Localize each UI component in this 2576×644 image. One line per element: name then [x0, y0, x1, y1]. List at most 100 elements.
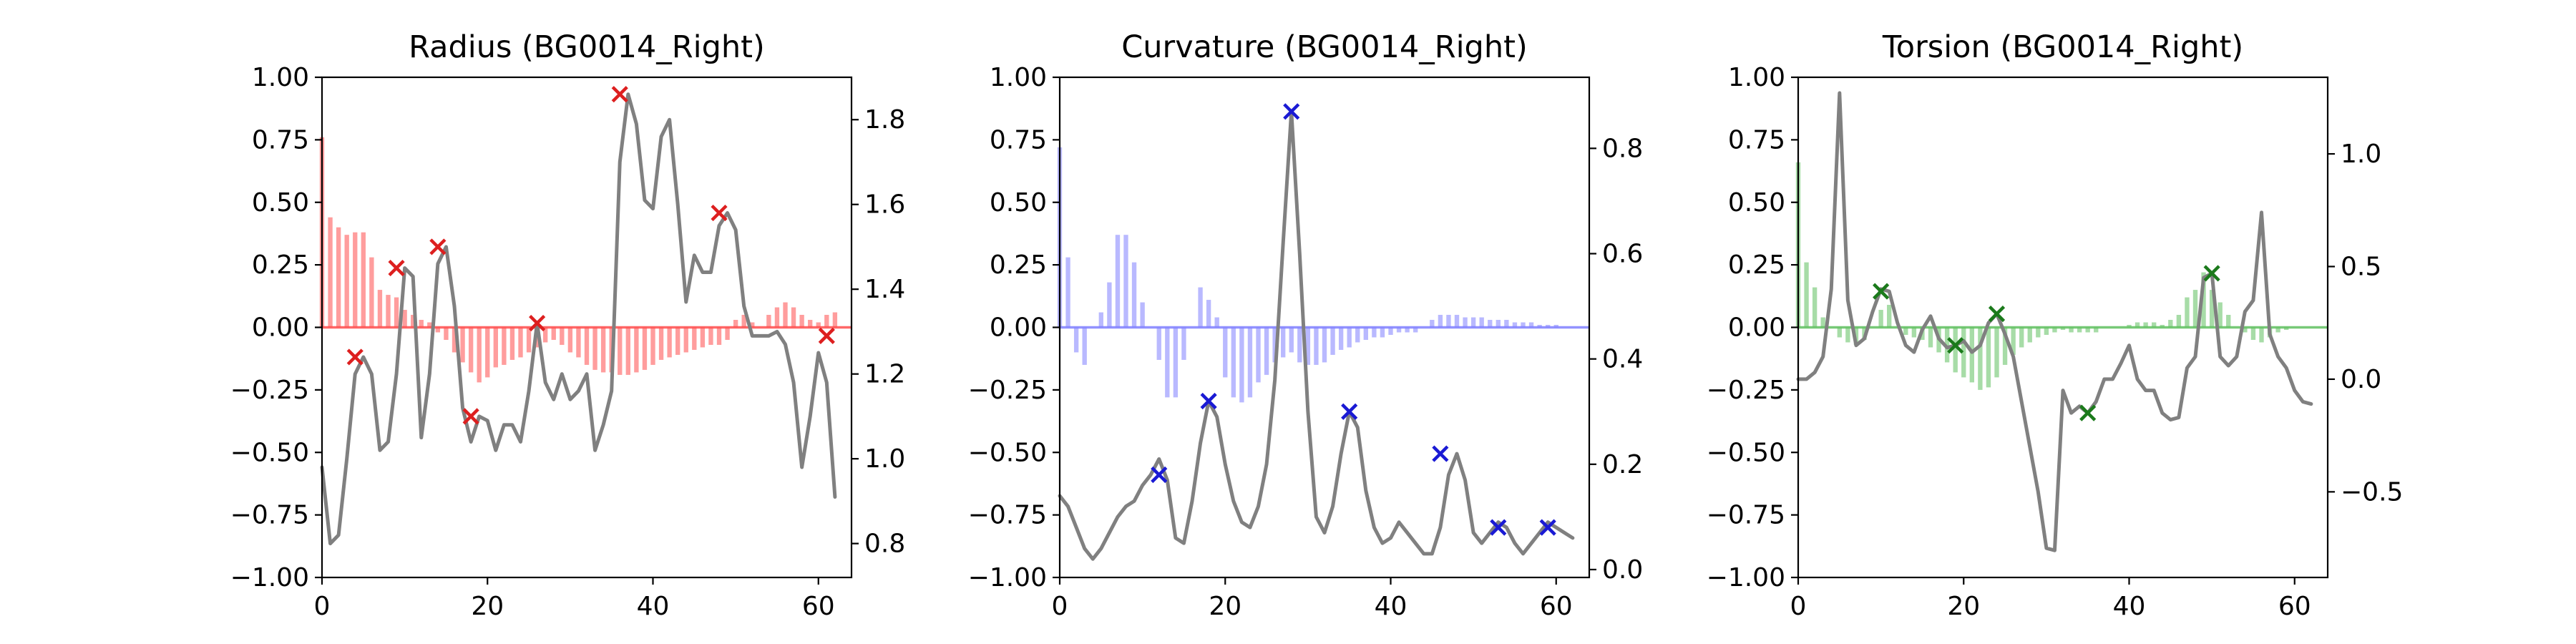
- torsion-bar: [1911, 327, 1917, 338]
- torsion-bar: [2135, 322, 2140, 328]
- radius-bar: [361, 232, 366, 328]
- torsion-bar: [2250, 327, 2256, 340]
- curvature-y2-tick-label: 0.4: [1602, 345, 1643, 374]
- torsion-bar: [2094, 327, 2099, 333]
- curvature-bar: [1156, 327, 1161, 360]
- torsion-x-tick-label: 0: [1790, 592, 1807, 621]
- torsion-bar: [1986, 327, 1991, 388]
- curvature-bar: [1140, 302, 1145, 328]
- radius-bar: [750, 322, 755, 328]
- torsion-bar: [2201, 272, 2206, 328]
- curvature-peak-marker: [1283, 103, 1300, 120]
- radius-bar: [419, 320, 424, 328]
- curvature-bar: [1396, 327, 1402, 333]
- radius-bar: [543, 327, 548, 343]
- radius-y-tick-label: −1.00: [230, 563, 309, 592]
- torsion-bar: [1944, 327, 1950, 363]
- curvature-bar: [1082, 327, 1087, 365]
- radius-chart-title: Radius (BG0014_Right): [409, 29, 765, 65]
- torsion-line: [1796, 91, 2313, 552]
- radius-peak-marker: [611, 86, 628, 103]
- radius-bar: [600, 327, 606, 373]
- radius-x-tick-label: 60: [802, 592, 835, 621]
- radius-y-tick-label: 0.25: [252, 250, 309, 280]
- torsion-bar: [1994, 327, 1999, 378]
- curvature-peak-marker: [1539, 519, 1556, 536]
- torsion-bar: [1953, 327, 1958, 373]
- radius-bar: [791, 307, 796, 328]
- curvature-bar: [1115, 235, 1121, 328]
- radius-bar: [402, 310, 407, 328]
- torsion-bar: [2052, 327, 2057, 333]
- curvature-bar: [1214, 317, 1219, 328]
- radius-bar: [584, 327, 590, 365]
- curvature-bar: [1305, 327, 1311, 365]
- curvature-bar: [1065, 257, 1070, 328]
- curvature-bar: [1413, 327, 1418, 333]
- curvature-bar: [1247, 327, 1253, 398]
- radius-y-tick-label: 0.75: [252, 125, 309, 155]
- curvature-y-tick-label: −0.75: [968, 501, 1047, 530]
- torsion-bar: [2209, 290, 2215, 328]
- curvature-y2-tick-label: 0.8: [1602, 134, 1643, 163]
- torsion-bar: [2218, 302, 2223, 328]
- torsion-bar: [1878, 310, 1883, 328]
- curvature-bar: [1297, 327, 1302, 363]
- radius-y2-tick-label: 1.8: [864, 105, 905, 135]
- curvature-bar: [1239, 327, 1244, 403]
- radius-bar: [493, 327, 498, 368]
- radius-y2-tick-label: 1.6: [864, 190, 905, 220]
- curvature-bar: [1521, 322, 1526, 328]
- curvature-y-tick-label: 1.00: [990, 63, 1047, 92]
- curvature-bar: [1355, 327, 1360, 343]
- curvature-x-tick-label: 60: [1540, 592, 1573, 621]
- torsion-y-tick-label: −0.25: [1707, 376, 1785, 405]
- radius-bar: [502, 327, 507, 365]
- curvature-panel: −1.00−0.75−0.50−0.250.000.250.500.751.00…: [968, 29, 1644, 621]
- torsion-peak-marker: [2203, 265, 2220, 282]
- radius-peak-marker: [346, 348, 364, 366]
- curvature-peak-marker: [1151, 466, 1168, 484]
- radius-bar: [344, 235, 349, 328]
- curvature-peak-marker: [1341, 403, 1358, 420]
- radius-bar: [766, 315, 771, 328]
- curvature-bar: [1488, 320, 1493, 328]
- curvature-y2-tick-label: 0.0: [1602, 555, 1643, 585]
- curvature-bar: [1264, 327, 1269, 375]
- torsion-bar: [2275, 327, 2280, 333]
- radius-bar: [444, 327, 449, 340]
- radius-bar: [708, 327, 713, 345]
- curvature-y2-tick-label: 0.6: [1602, 239, 1643, 268]
- radius-bar: [576, 327, 581, 358]
- curvature-bar: [1330, 327, 1335, 355]
- radius-bar: [452, 327, 457, 353]
- torsion-bar: [2069, 327, 2074, 333]
- torsion-x-tick-label: 20: [1947, 592, 1980, 621]
- radius-bar: [328, 217, 333, 328]
- radius-bar: [667, 327, 672, 358]
- curvature-bar: [1438, 315, 1443, 328]
- radius-x-tick-label: 0: [314, 592, 331, 621]
- radius-peak-marker: [388, 259, 405, 277]
- curvature-bar: [1372, 327, 1377, 338]
- torsion-peak-marker: [2079, 404, 2097, 421]
- torsion-y-tick-label: −0.75: [1707, 501, 1785, 530]
- curvature-bar: [1256, 327, 1261, 383]
- torsion-bar: [2002, 327, 2008, 365]
- radius-bar: [336, 227, 341, 328]
- radius-y-tick-label: 1.00: [252, 63, 309, 92]
- curvature-peak-marker: [1432, 445, 1449, 462]
- radius-y2-tick-label: 1.4: [864, 275, 905, 304]
- radius-bar: [625, 327, 630, 375]
- radius-bar: [675, 327, 680, 355]
- curvature-bar: [1181, 327, 1186, 360]
- radius-bar: [509, 327, 515, 360]
- torsion-peak-marker: [1873, 283, 1890, 300]
- curvature-y-tick-label: −0.25: [968, 376, 1047, 405]
- curvature-bar: [1173, 327, 1179, 398]
- radius-bar: [435, 327, 441, 333]
- radius-bar: [477, 327, 482, 383]
- torsion-bar: [1969, 327, 1974, 383]
- curvature-bar: [1347, 327, 1352, 348]
